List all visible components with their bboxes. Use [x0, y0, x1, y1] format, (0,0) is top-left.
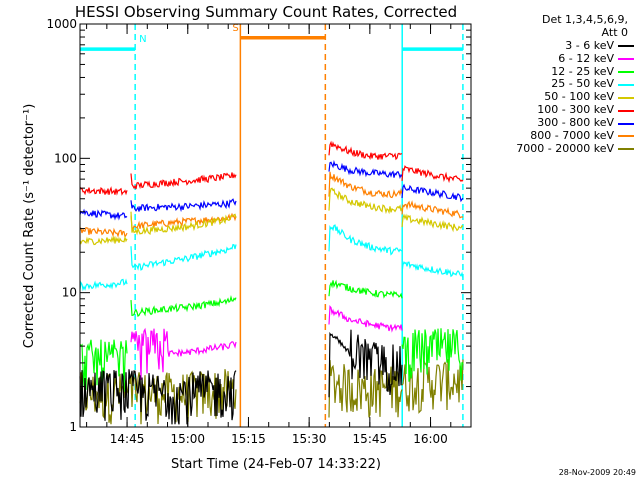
legend-swatch — [618, 148, 634, 151]
series-12-25-kev — [401, 328, 464, 382]
series-25-50-kev — [130, 243, 237, 271]
legend-swatch — [618, 71, 634, 74]
legend-entry-label: 50 - 100 keV — [544, 90, 614, 104]
series-100-300-kev — [401, 165, 464, 184]
legend-entry: 100 - 300 keV — [474, 103, 634, 117]
legend-swatch — [618, 45, 634, 48]
legend-entry: 6 - 12 keV — [474, 51, 634, 66]
legend-swatch — [618, 109, 634, 112]
plot-area: NS — [79, 23, 464, 427]
series-50-100-kev — [401, 213, 464, 233]
series-800-7000-kev — [401, 200, 464, 219]
y-tick-label: 1 — [69, 420, 77, 434]
legend-entry: 25 - 50 keV — [474, 78, 634, 91]
series-12-25-kev — [130, 295, 237, 317]
legend-entry: 3 - 6 keV — [474, 38, 634, 53]
x-tick-label: 16:00 — [413, 432, 448, 446]
series-100-300-kev — [79, 186, 128, 196]
series-50-100-kev — [79, 235, 128, 246]
legend-entry: 800 - 7000 keV — [474, 129, 634, 143]
legend-swatch — [618, 58, 634, 61]
x-tick-label: 14:45 — [110, 432, 145, 446]
series-800-7000-kev — [328, 171, 403, 199]
y-axis: 1 10 100 1000 — [46, 17, 471, 434]
series-3-6-kev — [328, 329, 403, 398]
x-axis-label: Start Time (24-Feb-07 14:33:22) — [171, 457, 381, 472]
x-tick-label: 15:00 — [170, 432, 205, 446]
x-tick-label: 15:45 — [353, 432, 388, 446]
series-25-50-kev — [401, 261, 464, 279]
timestamp: 28-Nov-2009 20:49 — [558, 468, 636, 477]
series-800-7000-kev — [79, 226, 128, 239]
series-3-6-kev — [79, 369, 237, 425]
legend-entry-label: 300 - 800 keV — [537, 116, 614, 130]
series-12-25-kev — [328, 279, 403, 299]
series-300-800-kev — [130, 198, 237, 213]
series-300-800-kev — [401, 183, 464, 203]
legend-swatch — [618, 83, 634, 86]
series-300-800-kev — [79, 208, 128, 221]
legend-swatch — [618, 135, 634, 138]
plot-frame — [79, 23, 472, 428]
x-tick-label: 15:30 — [292, 432, 327, 446]
legend-entry: 50 - 100 keV — [474, 90, 634, 104]
event-label-saa: S — [232, 23, 238, 34]
series-25-50-kev — [79, 278, 128, 292]
legend-header-line-1: Det 1,3,4,5,6,9, — [541, 13, 628, 26]
legend-entry: 12 - 25 keV — [474, 64, 634, 79]
series-100-300-kev — [130, 172, 237, 190]
legend-entry-label: 12 - 25 keV — [551, 64, 614, 78]
x-axis: 14:45 15:00 15:15 15:30 15:45 16:00 — [86, 24, 472, 446]
series-100-300-kev — [328, 140, 402, 161]
series-7000-20000-kev — [79, 369, 237, 425]
event-label-night: N — [139, 34, 146, 45]
legend-swatch — [618, 122, 634, 125]
legend-entry-label: 25 - 50 keV — [551, 77, 614, 91]
series-50-100-kev — [328, 187, 403, 215]
y-tick-label: 1000 — [46, 17, 77, 31]
series-50-100-kev — [130, 211, 237, 236]
legend-entry-label: 100 - 300 keV — [537, 103, 614, 117]
legend-entry: 7000 - 20000 keV — [474, 141, 634, 156]
series-6-12-kev — [328, 304, 403, 333]
series-6-12-kev — [130, 327, 237, 381]
chart-title: HESSI Observing Summary Count Rates, Cor… — [75, 3, 457, 21]
legend-entry-label: 7000 - 20000 keV — [516, 141, 614, 155]
series-300-800-kev — [328, 159, 403, 180]
x-tick-label: 15:15 — [231, 432, 266, 446]
series-7000-20000-kev — [401, 359, 464, 414]
legend-entry: 300 - 800 keV — [474, 116, 634, 130]
legend-entries: 3 - 6 keV 6 - 12 keV 12 - 25 keV 25 - 50 ke… — [474, 38, 634, 156]
y-axis-label: Corrected Count Rate (s⁻¹ detector⁻¹) — [22, 104, 37, 349]
legend-header-line-2: Att 0 — [601, 25, 628, 39]
series-25-50-kev — [328, 224, 403, 256]
y-tick-label: 10 — [62, 286, 77, 300]
y-tick-label: 100 — [54, 151, 77, 165]
legend-entry-label: 3 - 6 keV — [565, 38, 614, 52]
legend-entry-label: 6 - 12 keV — [558, 51, 614, 65]
legend-entry-label: 800 - 7000 keV — [530, 129, 614, 143]
legend: Det 1,3,4,5,6,9, Att 0 3 - 6 keV 6 - 12 k… — [474, 13, 634, 156]
legend-swatch — [618, 96, 634, 99]
